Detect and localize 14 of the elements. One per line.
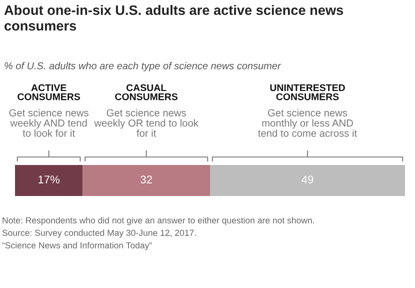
text: “Science News and Information Today” [2,242,152,250]
text: Get science news monthly or less AND tend to come across it [258,109,358,137]
chart-subtitle: % of U.S. adults who are each type of science news consumer [4,62,282,72]
data-label: 17% [38,176,60,184]
chart-title: About one-in-six U.S. adults are active science news consumers [4,5,344,31]
data-label: 32 [140,176,152,184]
source-note: Source: Survey conducted May 30-June 12, 2017. [2,230,196,238]
text: ACTIVE CONSUMERS [18,84,80,100]
data-label: 49 [302,176,314,184]
text: CASUAL CONSUMERS [115,84,178,100]
text: UNINTERESTED CONSUMERS [270,84,345,100]
text: Get science news weekly AND tend to look for it [9,109,88,137]
text: Note: Respondents who did not give an answer to either question are not shown. [2,217,314,226]
text: Get science news weekly OR tend to look for it [94,109,198,137]
